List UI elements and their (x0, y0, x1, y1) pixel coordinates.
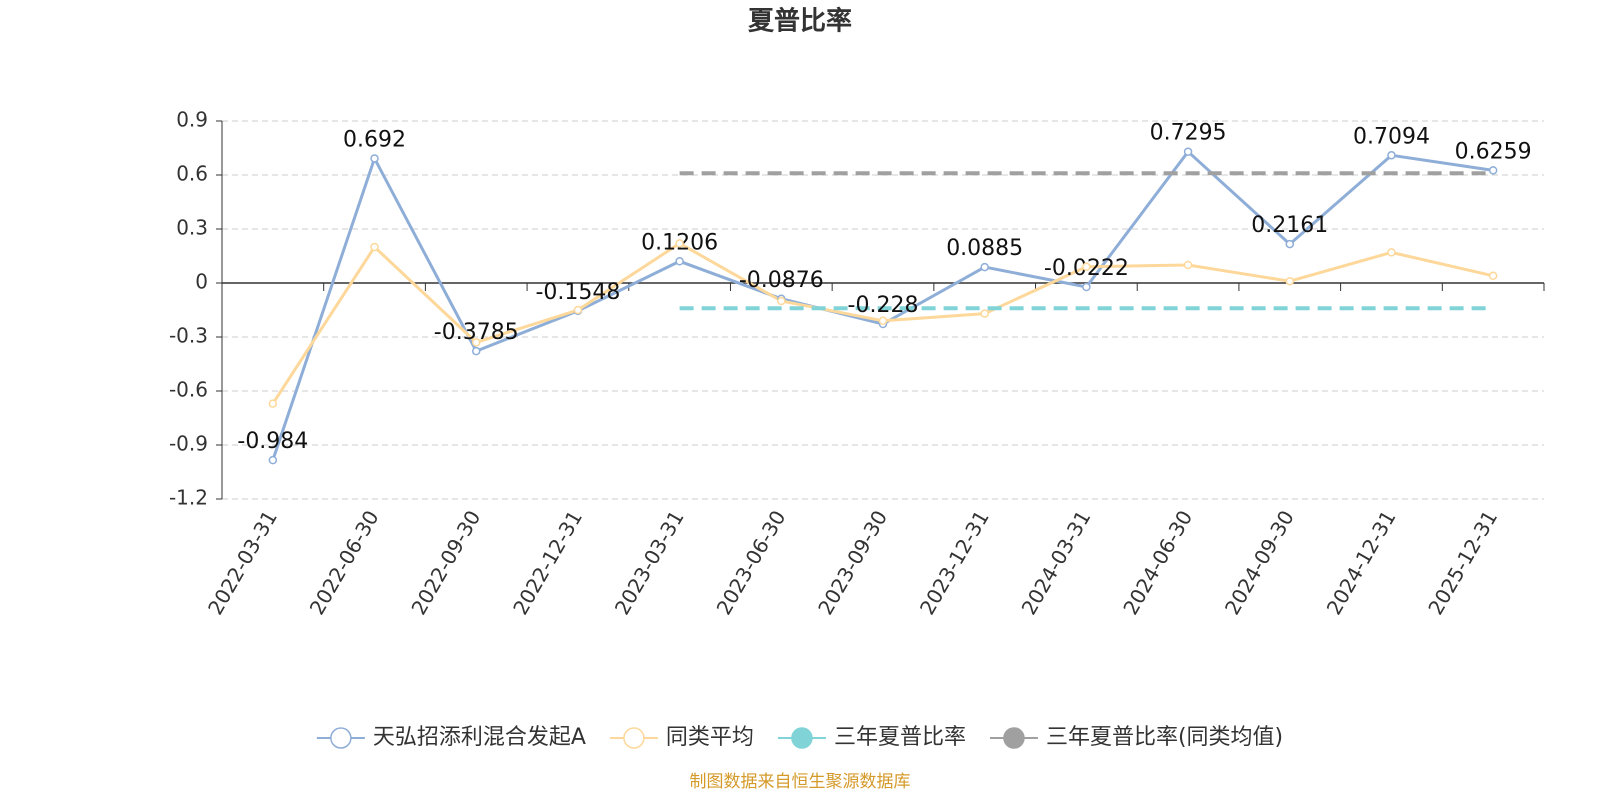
data-point (1488, 166, 1498, 175)
data-point (675, 257, 684, 266)
data-label: -0.0876 (739, 268, 824, 293)
data-point (471, 346, 481, 356)
legend-item[interactable]: 三年夏普比率(同类均值) (989, 725, 1283, 750)
x-tick-label: 2024-03-31 (1017, 506, 1096, 619)
legend-marker (623, 727, 645, 749)
data-point (268, 455, 278, 465)
data-point (777, 296, 786, 306)
data-point (1285, 239, 1295, 249)
legend: 天弘招添利混合发起A 同类平均 三年夏普比率 三年夏普比率(同类均值) (316, 725, 1283, 750)
data-label: -0.984 (237, 429, 308, 454)
data-label: 0.7295 (1150, 121, 1227, 146)
x-tick-label: 2022-03-31 (203, 506, 282, 619)
data-point (980, 309, 989, 318)
data-label: 0.692 (343, 127, 406, 152)
x-tick-label: 2023-09-30 (813, 506, 892, 619)
data-point (1285, 276, 1295, 286)
legend-label: 三年夏普比率 (834, 725, 966, 750)
data-point (471, 338, 481, 347)
y-tick-label: 0.6 (176, 162, 208, 186)
y-tick-label: -0.6 (169, 378, 208, 402)
legend-label: 三年夏普比率(同类均值) (1046, 725, 1283, 750)
x-tick-label: 2023-06-30 (711, 506, 790, 619)
data-point (370, 154, 379, 163)
legend-label: 同类平均 (666, 725, 754, 750)
x-tick-label: 2022-12-31 (508, 506, 587, 619)
data-point (1387, 248, 1396, 257)
data-point (675, 239, 684, 248)
data-label: -0.1548 (535, 280, 620, 305)
data-point (1387, 151, 1396, 160)
data-point (370, 242, 379, 252)
legend-item[interactable]: 同类平均 (609, 725, 754, 750)
legend-marker (1003, 727, 1025, 749)
x-tick-label: 2022-09-30 (406, 506, 485, 619)
data-point (1082, 282, 1091, 292)
x-tick-label: 2024-06-30 (1118, 506, 1197, 619)
y-tick-label: -1.2 (169, 486, 208, 510)
y-tick-label: 0.3 (176, 216, 208, 240)
legend-label: 天弘招添利混合发起A (373, 725, 586, 750)
data-point (1183, 260, 1193, 270)
data-point (1183, 147, 1193, 156)
data-point (268, 399, 278, 408)
x-tick-label: 2023-12-31 (915, 506, 994, 619)
data-label: 0.2161 (1251, 213, 1328, 238)
legend-marker (330, 727, 352, 749)
data-point (878, 316, 888, 326)
data-label: 0.7094 (1353, 124, 1430, 149)
x-tick-label: 2024-12-31 (1322, 506, 1401, 619)
y-tick-label: -0.9 (169, 432, 208, 456)
x-tick-label: 2024-09-30 (1220, 506, 1299, 619)
y-tick-label: -0.3 (169, 324, 208, 348)
chart-title: 夏普比率 (748, 6, 852, 37)
data-label: -0.228 (848, 293, 919, 318)
y-tick-label: 0 (195, 270, 208, 294)
legend-item[interactable]: 三年夏普比率 (777, 725, 966, 750)
data-label: 0.6259 (1455, 139, 1532, 164)
y-tick-label: 0.9 (176, 108, 208, 132)
x-tick-label: 2025-12-31 (1423, 506, 1502, 619)
data-point (1082, 262, 1091, 272)
data-label: 0.0885 (946, 236, 1023, 261)
legend-marker (791, 727, 813, 749)
x-tick-label: 2023-03-31 (610, 506, 689, 619)
data-point (1488, 271, 1498, 281)
legend-item[interactable]: 天弘招添利混合发起A (316, 725, 586, 750)
source-note: 制图数据来自恒生聚源数据库 (690, 772, 911, 792)
x-tick-label: 2022-06-30 (305, 506, 384, 619)
data-point (980, 262, 989, 272)
data-point (573, 305, 583, 315)
